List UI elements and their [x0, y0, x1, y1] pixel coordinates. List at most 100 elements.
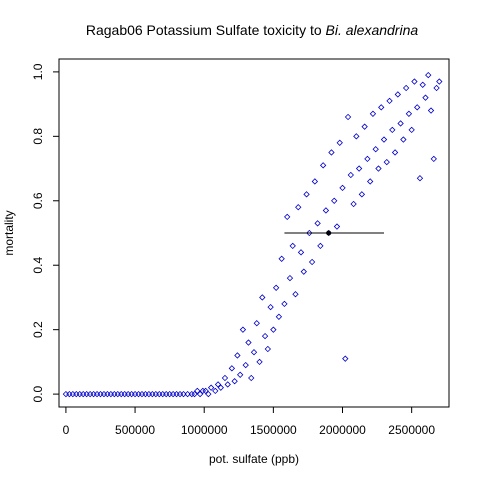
data-point — [278, 255, 285, 262]
data-point — [292, 291, 299, 298]
data-point — [405, 110, 413, 117]
data-point — [361, 123, 368, 130]
data-point — [284, 213, 291, 221]
data-point — [275, 313, 283, 320]
data-point — [311, 178, 319, 185]
y-axis-label: mortality — [2, 210, 16, 255]
y-axis: 0.0 0.2 0.4 0.6 0.8 1.0 — [31, 63, 60, 402]
x-tick-label: 2500000 — [388, 423, 435, 437]
data-point — [375, 165, 382, 172]
data-point — [250, 349, 258, 356]
data-point — [430, 155, 437, 163]
x-tick-label: 2000000 — [319, 423, 366, 437]
data-point — [394, 91, 401, 98]
data-point — [289, 242, 296, 250]
data-point — [212, 387, 219, 395]
data-point — [389, 126, 396, 134]
data-point — [259, 294, 266, 301]
data-point — [205, 390, 212, 398]
data-point — [350, 200, 357, 208]
data-points — [62, 71, 443, 398]
data-point — [342, 355, 349, 362]
data-point — [347, 171, 354, 179]
data-point — [202, 387, 209, 395]
data-point — [228, 365, 236, 372]
data-point — [416, 175, 424, 182]
data-point — [400, 136, 407, 143]
x-axis-label: pot. sulfate (ppb) — [209, 452, 299, 466]
data-point — [245, 339, 252, 346]
data-point — [436, 78, 443, 85]
data-point — [344, 113, 352, 121]
y-tick-label: 0.4 — [31, 257, 45, 274]
data-point — [419, 81, 426, 88]
data-point — [297, 249, 305, 256]
data-point — [270, 326, 277, 333]
data-point — [194, 387, 201, 395]
data-point — [300, 268, 307, 275]
data-point — [308, 258, 316, 266]
data-point — [242, 361, 249, 369]
data-point — [272, 284, 280, 291]
data-point — [196, 390, 204, 398]
data-point — [322, 207, 330, 214]
data-point — [234, 352, 241, 359]
data-point — [380, 136, 388, 143]
data-point — [188, 390, 195, 398]
data-point — [364, 155, 371, 163]
y-tick-label: 0.0 — [31, 385, 45, 402]
data-point — [422, 94, 429, 101]
data-point — [239, 326, 247, 333]
data-point — [414, 104, 421, 111]
data-point — [214, 381, 222, 388]
data-point — [267, 303, 274, 311]
estimate-marker — [284, 230, 384, 236]
data-point — [303, 191, 310, 198]
y-tick-label: 0.8 — [31, 128, 45, 145]
data-point — [339, 184, 346, 192]
data-point — [427, 107, 435, 114]
data-point — [217, 384, 224, 391]
data-point — [369, 110, 377, 117]
data-point — [402, 84, 410, 92]
chart-title: Ragab06 Potassium Sulfate toxicity to Bi… — [86, 22, 419, 38]
data-point — [408, 126, 415, 134]
data-point — [286, 274, 294, 282]
data-point — [199, 387, 206, 395]
x-tick-label: 1000000 — [181, 423, 228, 437]
data-point — [264, 345, 271, 353]
data-point — [314, 220, 321, 227]
data-point — [184, 390, 191, 398]
data-point — [333, 223, 341, 230]
x-tick-label: 500000 — [115, 423, 155, 437]
data-point — [207, 384, 215, 391]
data-point — [221, 374, 229, 382]
data-point — [391, 149, 399, 156]
data-point — [425, 71, 432, 79]
data-point — [378, 104, 385, 111]
x-tick-label: 1500000 — [250, 423, 297, 437]
data-point — [224, 381, 231, 388]
data-point — [411, 78, 418, 85]
x-tick-label: 0 — [63, 423, 70, 437]
data-point — [256, 358, 263, 366]
data-point — [386, 97, 393, 105]
data-point — [237, 371, 244, 378]
x-axis: 0 500000 1000000 1500000 2000000 2500000 — [63, 406, 435, 437]
data-point — [281, 300, 288, 308]
y-tick-label: 0.6 — [31, 192, 45, 209]
data-point — [383, 158, 390, 166]
data-point — [319, 162, 327, 169]
data-point — [331, 197, 338, 204]
data-point — [306, 229, 313, 237]
data-point — [367, 178, 374, 185]
data-point — [372, 146, 379, 153]
data-point — [355, 165, 363, 172]
estimate-point — [326, 230, 332, 236]
data-point — [433, 84, 440, 92]
data-point — [358, 191, 366, 198]
data-point — [336, 139, 343, 146]
data-point — [353, 133, 360, 140]
